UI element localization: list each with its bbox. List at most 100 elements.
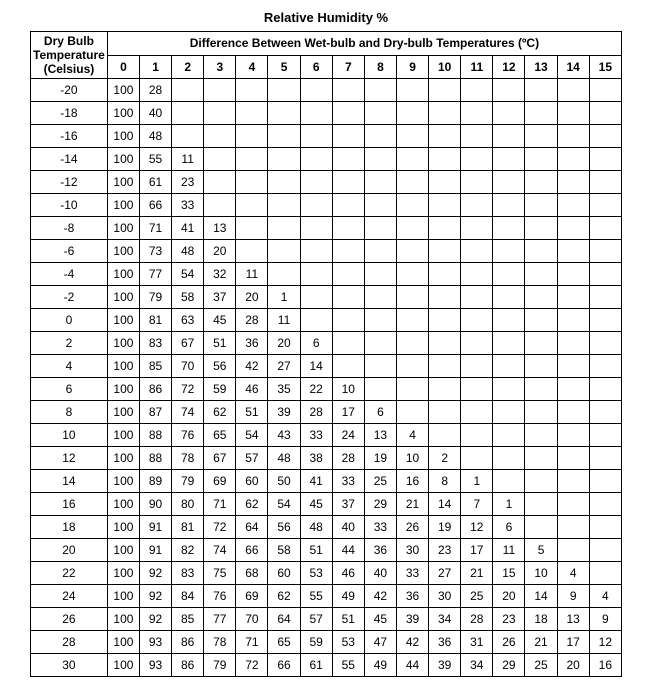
data-cell: 100 [107, 263, 139, 286]
row-temperature: -16 [31, 125, 108, 148]
data-cell: 39 [268, 401, 300, 424]
data-cell: 60 [236, 470, 268, 493]
data-cell: 59 [204, 378, 236, 401]
data-cell: 12 [461, 516, 493, 539]
data-cell [396, 332, 428, 355]
data-cell: 100 [107, 217, 139, 240]
data-cell: 42 [396, 631, 428, 654]
column-header: 12 [493, 55, 525, 79]
data-cell [236, 125, 268, 148]
data-cell: 86 [139, 378, 171, 401]
data-cell: 27 [429, 562, 461, 585]
data-cell [300, 263, 332, 286]
data-cell: 4 [396, 424, 428, 447]
data-cell [332, 240, 364, 263]
humidity-table: Dry BulbTemperature(Celsius) Difference … [30, 31, 622, 677]
data-cell [429, 401, 461, 424]
data-cell: 51 [236, 401, 268, 424]
data-cell: 46 [332, 562, 364, 585]
data-cell [429, 332, 461, 355]
data-cell: 10 [396, 447, 428, 470]
data-cell [557, 263, 589, 286]
data-cell [493, 447, 525, 470]
data-cell [364, 263, 396, 286]
data-cell [589, 263, 621, 286]
data-cell [557, 309, 589, 332]
data-cell: 55 [300, 585, 332, 608]
data-cell [589, 194, 621, 217]
data-cell: 89 [139, 470, 171, 493]
data-cell: 85 [172, 608, 204, 631]
data-cell: 61 [139, 171, 171, 194]
data-cell [300, 240, 332, 263]
data-cell: 100 [107, 562, 139, 585]
data-cell: 73 [139, 240, 171, 263]
data-cell [589, 401, 621, 424]
data-cell: 78 [204, 631, 236, 654]
data-cell: 36 [396, 585, 428, 608]
data-cell [589, 240, 621, 263]
data-cell: 25 [525, 654, 557, 677]
data-cell: 17 [332, 401, 364, 424]
data-cell: 88 [139, 424, 171, 447]
data-cell [268, 240, 300, 263]
data-cell: 40 [332, 516, 364, 539]
data-cell: 63 [172, 309, 204, 332]
data-cell [332, 332, 364, 355]
data-cell: 72 [236, 654, 268, 677]
data-cell [236, 217, 268, 240]
row-temperature: 12 [31, 447, 108, 470]
data-cell [557, 194, 589, 217]
data-cell [461, 309, 493, 332]
table-row: 4100857056422714 [31, 355, 622, 378]
data-cell [396, 263, 428, 286]
data-cell: 36 [364, 539, 396, 562]
data-cell [525, 125, 557, 148]
data-cell [429, 240, 461, 263]
data-cell: 2 [429, 447, 461, 470]
data-cell: 71 [204, 493, 236, 516]
data-cell: 4 [589, 585, 621, 608]
data-cell: 29 [493, 654, 525, 677]
data-cell [396, 171, 428, 194]
table-row: 8100877462513928176 [31, 401, 622, 424]
data-cell: 50 [268, 470, 300, 493]
data-cell [461, 332, 493, 355]
column-header: 15 [589, 55, 621, 79]
data-cell: 66 [268, 654, 300, 677]
data-cell: 47 [364, 631, 396, 654]
data-cell [525, 217, 557, 240]
data-cell [557, 447, 589, 470]
data-cell: 100 [107, 309, 139, 332]
table-body: -2010028-1810040-1610048-141005511-12100… [31, 79, 622, 677]
data-cell [364, 355, 396, 378]
data-cell [204, 148, 236, 171]
data-cell [589, 539, 621, 562]
table-row: -1810040 [31, 102, 622, 125]
table-row: 2610092857770645751453934282318139 [31, 608, 622, 631]
column-header: 4 [236, 55, 268, 79]
data-cell: 1 [461, 470, 493, 493]
data-cell [525, 516, 557, 539]
data-cell: 84 [172, 585, 204, 608]
data-cell [364, 102, 396, 125]
data-cell: 11 [493, 539, 525, 562]
row-temperature: -4 [31, 263, 108, 286]
data-cell [300, 148, 332, 171]
data-cell: 9 [557, 585, 589, 608]
data-cell [332, 194, 364, 217]
data-cell: 6 [300, 332, 332, 355]
data-cell [525, 401, 557, 424]
row-temperature: -12 [31, 171, 108, 194]
data-cell [589, 286, 621, 309]
data-cell: 26 [396, 516, 428, 539]
data-cell [364, 217, 396, 240]
data-cell: 20 [236, 286, 268, 309]
data-cell [493, 401, 525, 424]
data-cell [429, 424, 461, 447]
table-row: 22100928375686053464033272115104 [31, 562, 622, 585]
data-cell [300, 217, 332, 240]
data-cell [589, 470, 621, 493]
data-cell: 39 [429, 654, 461, 677]
data-cell: 5 [525, 539, 557, 562]
